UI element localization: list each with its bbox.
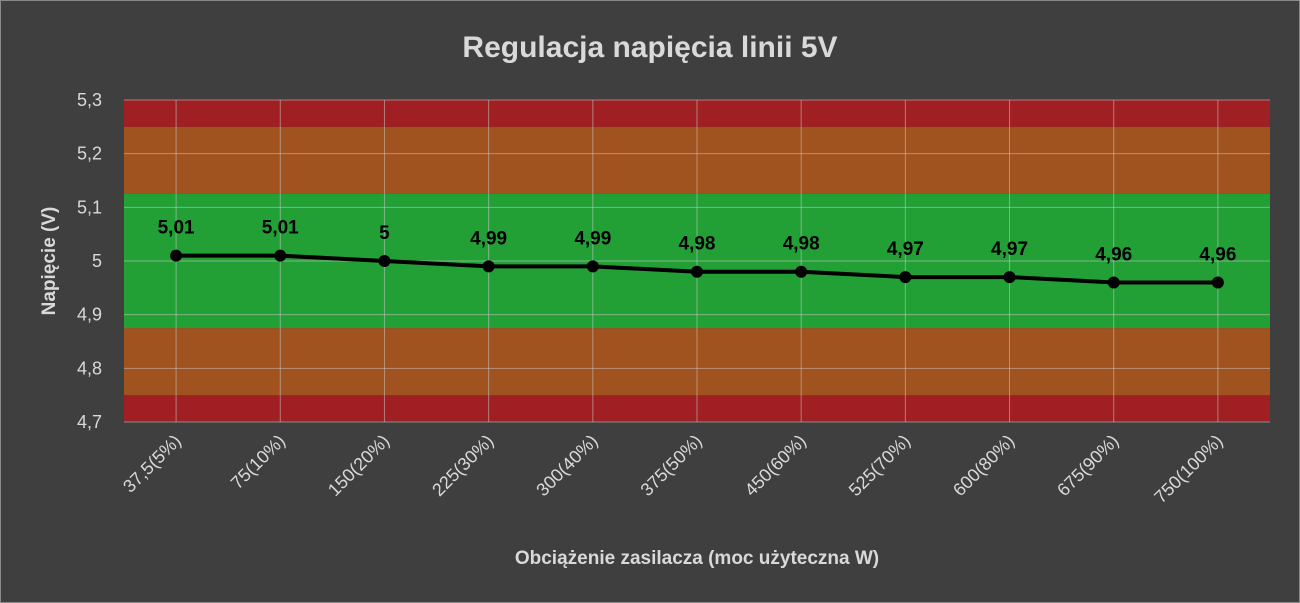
data-point	[691, 265, 703, 278]
x-tick-label: 675(90%)	[1053, 431, 1122, 500]
data-label: 4,99	[574, 228, 611, 249]
y-tick-label: 4,8	[77, 358, 102, 378]
points-layer	[170, 249, 1224, 289]
data-labels-layer: 5,01 5,01 5 4,99 4,99 4,98 4,98 4,97 4,97 4,96 4,9…	[158, 218, 1237, 266]
y-tick-label: 5,2	[77, 144, 102, 164]
chart-title: Regulacja napięcia linii 5V	[462, 31, 837, 64]
data-label: 5	[379, 223, 390, 244]
x-tick-label: 75(10%)	[227, 431, 289, 493]
data-point	[795, 265, 808, 278]
y-axis-title: Napięcie (V)	[39, 207, 60, 316]
x-tick-label: 150(20%)	[324, 431, 393, 500]
x-tick-label: 600(80%)	[949, 431, 1018, 500]
data-point	[1107, 276, 1120, 289]
data-label: 4,97	[887, 239, 924, 260]
data-point	[899, 271, 912, 284]
x-axis-title: Obciążenie zasilacza (moc użyteczna W)	[515, 548, 879, 569]
data-point	[586, 260, 599, 273]
data-point	[1003, 271, 1016, 284]
data-label: 4,96	[1199, 244, 1236, 265]
data-point	[378, 255, 391, 267]
x-tick-label: 450(60%)	[741, 431, 810, 500]
x-tick-label: 37,5(5%)	[119, 431, 185, 497]
y-tick-label: 5,3	[77, 90, 102, 110]
data-label: 4,99	[470, 228, 507, 249]
x-tick-label: 525(70%)	[845, 431, 914, 500]
data-label: 5,01	[262, 218, 299, 239]
x-axis-ticks: 37,5(5%) 75(10%) 150(20%) 225(30%) 300(40%) 3…	[119, 431, 1227, 507]
y-tick-label: 5	[92, 251, 102, 271]
data-point	[274, 249, 287, 262]
x-tick-label: 375(50%)	[636, 431, 705, 500]
data-label: 4,98	[783, 234, 820, 255]
data-point	[1211, 276, 1224, 289]
data-label: 5,01	[158, 218, 195, 239]
data-label: 4,98	[679, 234, 716, 255]
data-point	[170, 249, 183, 262]
data-label: 4,97	[991, 239, 1028, 260]
x-tick-label: 750(100%)	[1150, 431, 1226, 507]
data-label: 4,96	[1095, 244, 1132, 265]
y-tick-label: 5,1	[77, 197, 102, 217]
x-tick-label: 300(40%)	[532, 431, 601, 500]
y-tick-label: 4,9	[77, 305, 102, 325]
y-axis-ticks: 4,7 4,8 4,9 5 5,1 5,2 5,3	[77, 90, 102, 432]
y-tick-label: 4,7	[77, 412, 102, 432]
data-point	[482, 260, 495, 273]
x-tick-label: 225(30%)	[428, 431, 497, 500]
